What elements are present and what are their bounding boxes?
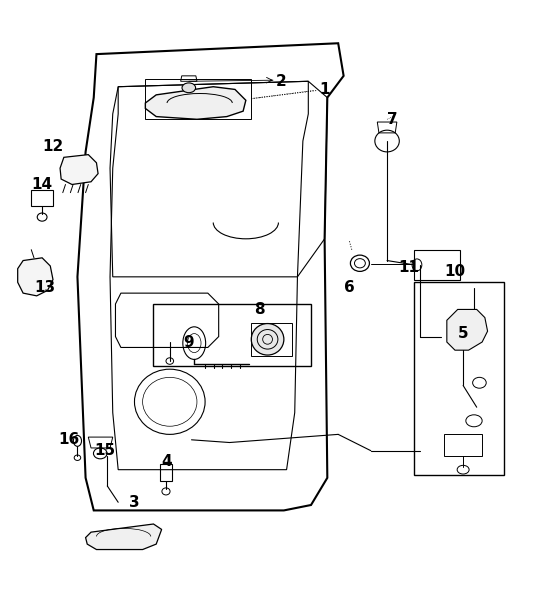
Text: 16: 16 [58, 432, 80, 447]
Polygon shape [17, 258, 53, 296]
Text: 9: 9 [183, 334, 194, 350]
Ellipse shape [251, 323, 284, 355]
Text: 11: 11 [398, 260, 419, 275]
Bar [414, 250, 460, 280]
Bar [444, 434, 482, 456]
Ellipse shape [182, 83, 195, 92]
Polygon shape [145, 87, 246, 119]
Text: 8: 8 [254, 302, 265, 317]
Polygon shape [60, 154, 98, 184]
Text: 1: 1 [319, 82, 330, 97]
Bar [145, 78, 251, 119]
Bar [414, 282, 504, 475]
Polygon shape [447, 309, 488, 350]
Text: 10: 10 [444, 264, 466, 279]
Polygon shape [78, 43, 343, 511]
Bar [251, 323, 292, 356]
Text: 2: 2 [276, 74, 287, 89]
Text: 4: 4 [162, 454, 173, 469]
Text: 15: 15 [94, 443, 115, 458]
Text: 6: 6 [343, 280, 354, 295]
Text: 3: 3 [129, 495, 140, 510]
Bar [31, 190, 53, 206]
Bar [153, 304, 311, 367]
Text: 5: 5 [458, 326, 468, 341]
Text: 14: 14 [32, 177, 53, 192]
Text: 12: 12 [43, 139, 64, 154]
Text: 7: 7 [387, 112, 398, 127]
Bar [160, 465, 172, 480]
Polygon shape [86, 524, 162, 550]
Text: 13: 13 [34, 280, 55, 295]
